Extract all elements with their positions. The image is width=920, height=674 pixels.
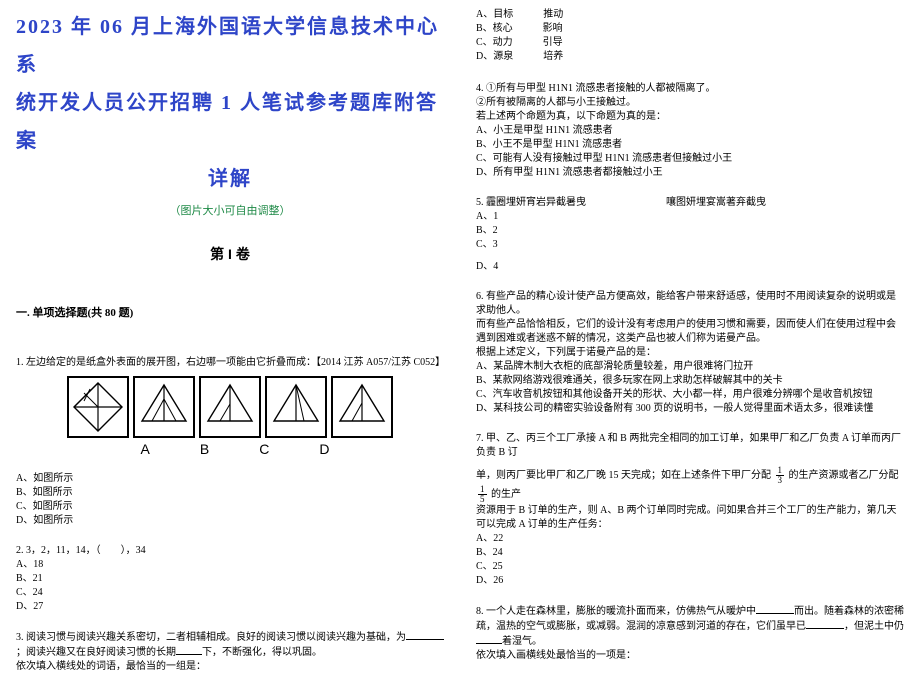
q1-opt-d: D、如图所示 <box>16 514 444 528</box>
question-5: 5. 霾圈埋妍宵岩异截暑曳 嚷图妍埋宴嵩著弃截曳 A、1 B、2 C、3 D、4 <box>476 196 904 274</box>
volume-heading: 第 I 卷 <box>16 244 444 264</box>
q2-opt-c: C、24 <box>16 586 444 600</box>
q7-opt-a: A、22 <box>476 532 904 546</box>
fraction-1-3: 13 <box>776 466 785 485</box>
q4-l3: 若上述两个命题为真，以下命题为真的是： <box>476 110 904 124</box>
blank <box>406 630 444 640</box>
question-2: 2. 3，2，11，14，（ ），34 A、18 B、21 C、24 D、27 <box>16 544 444 614</box>
q4-opt-c: C、可能有人没有接触过甲型 H1N1 流感患者但接触过小王 <box>476 152 904 166</box>
q2-opt-d: D、27 <box>16 600 444 614</box>
q1-stem: 1. 左边给定的是纸盒外表面的展开图，右边哪一项能由它折叠而成：【2014 江苏… <box>16 356 444 370</box>
right-column: A、目标 推动 B、核心 影响 C、动力 引导 D、源泉 培养 4. ①所有与甲… <box>460 0 920 651</box>
q3-opt-a: A、目标 推动 <box>476 8 904 22</box>
q5-opt-a: A、1 <box>476 210 904 224</box>
q4-opt-a: A、小王是甲型 H1N1 流感患者 <box>476 124 904 138</box>
doc-title-line2: 统开发人员公开招聘 1 人笔试参考题库附答案 <box>16 84 444 160</box>
q3-stem-b: ；阅读兴趣又在良好阅读习惯的长期 <box>16 647 176 658</box>
q1-net-figure <box>67 376 129 438</box>
question-3-options: A、目标 推动 B、核心 影响 C、动力 引导 D、源泉 培养 <box>476 8 904 64</box>
q6-l2: 而有些产品恰恰相反，它们的设计没有考虑用户的使用习惯和需要，因而使人们在使用过程… <box>476 318 904 346</box>
q8-tail: 依次填入画横线处最恰当的一项是： <box>476 649 904 663</box>
q7-p2b: 的生产资源或者乙厂分配 <box>789 470 899 481</box>
q6-l3: 根据上述定义，下列属于诺曼产品的是： <box>476 346 904 360</box>
q3-stem-a: 3. 阅读习惯与阅读兴趣关系密切，二者相辅相成。良好的阅读习惯以阅读兴趣为基础，… <box>16 632 406 643</box>
q1-option-b-figure <box>199 376 261 438</box>
q7-p3: 资源用于 B 订单的生产，则 A、B 两个订单同时完成。问如果合并三个工厂的生产… <box>476 504 904 532</box>
label-d: D <box>319 440 329 460</box>
q1-option-d-figure <box>331 376 393 438</box>
q7-opt-c: C、25 <box>476 560 904 574</box>
blank <box>176 645 202 655</box>
q1-opt-b: B、如图所示 <box>16 486 444 500</box>
blank <box>756 604 794 614</box>
question-7: 7. 甲、乙、丙三个工厂承接 A 和 B 两批完全相同的加工订单，如果甲厂和乙厂… <box>476 432 904 588</box>
blank <box>476 634 502 644</box>
q7-p2: 单，则丙厂要比甲厂和乙厂晚 15 天完成；如在上述条件下甲厂分配 13 的生产资… <box>476 466 904 504</box>
q2-opt-b: B、21 <box>16 572 444 586</box>
blank <box>806 619 844 629</box>
q5-opt-d: D、4 <box>476 260 904 274</box>
question-8: 8. 一个人走在森林里，膨胀的暖流扑面而来，仿佛热气从暖炉中而出。随着森林的浓密… <box>476 604 904 663</box>
q4-l2: ②所有被隔离的人都与小王接触过。 <box>476 96 904 110</box>
q8-a1: 8. 一个人走在森林里，膨胀的暖流扑面而来，仿佛热气从暖炉中 <box>476 606 756 617</box>
q1-opt-a: A、如图所示 <box>16 472 444 486</box>
q8-a3: ，但泥土中仍 <box>844 621 904 632</box>
q5-opt-b: B、2 <box>476 224 904 238</box>
label-c: C <box>259 440 269 460</box>
label-a: A <box>141 440 150 460</box>
q3-opt-c: C、动力 引导 <box>476 36 904 50</box>
doc-title-line3: 详解 <box>16 160 444 198</box>
q5-stem: 5. 霾圈埋妍宵岩异截暑曳 嚷图妍埋宴嵩著弃截曳 <box>476 196 904 210</box>
q7-p2c: 的生产 <box>491 489 521 500</box>
q8-a4: 着湿气。 <box>502 636 542 647</box>
question-4: 4. ①所有与甲型 H1N1 流感患者接触的人都被隔离了。 ②所有被隔离的人都与… <box>476 82 904 180</box>
fraction-1-5: 15 <box>478 485 487 504</box>
q3-opt-d: D、源泉 培养 <box>476 50 904 64</box>
section-heading: 一. 单项选择题(共 80 题) <box>16 304 444 320</box>
question-3: 3. 阅读习惯与阅读兴趣关系密切，二者相辅相成。良好的阅读习惯以阅读兴趣为基础，… <box>16 630 444 674</box>
q1-opt-c: C、如图所示 <box>16 500 444 514</box>
q1-labels: A B C D <box>26 440 444 460</box>
q7-opt-b: B、24 <box>476 546 904 560</box>
q1-option-c-figure <box>265 376 327 438</box>
question-1: 1. 左边给定的是纸盒外表面的展开图，右边哪一项能由它折叠而成：【2014 江苏… <box>16 356 444 528</box>
q6-opt-c: C、汽车收音机按钮和其他设备开关的形状、大小都一样，用户很难分辨哪个是收音机按钮 <box>476 388 904 402</box>
doc-title-line1: 2023 年 06 月上海外国语大学信息技术中心系 <box>16 8 444 84</box>
q4-opt-d: D、所有甲型 H1N1 流感患者都接触过小王 <box>476 166 904 180</box>
question-6: 6. 有些产品的精心设计使产品方便高效，能给客户带来舒适感，使用时不用阅读复杂的… <box>476 290 904 416</box>
q4-opt-b: B、小王不是甲型 H1N1 流感患者 <box>476 138 904 152</box>
q6-l1: 6. 有些产品的精心设计使产品方便高效，能给客户带来舒适感，使用时不用阅读复杂的… <box>476 290 904 318</box>
q5-opt-c: C、3 <box>476 238 904 252</box>
label-b: B <box>200 440 209 460</box>
q1-option-a-figure <box>133 376 195 438</box>
left-column: 2023 年 06 月上海外国语大学信息技术中心系 统开发人员公开招聘 1 人笔… <box>0 0 460 651</box>
q4-l1: 4. ①所有与甲型 H1N1 流感患者接触的人都被隔离了。 <box>476 82 904 96</box>
q6-opt-d: D、某科技公司的精密实验设备附有 300 页的说明书，一般人觉得里面术语太多，很… <box>476 402 904 416</box>
q7-p2a: 单，则丙厂要比甲厂和乙厂晚 15 天完成；如在上述条件下甲厂分配 <box>476 470 771 481</box>
q6-opt-b: B、某款网络游戏很难通关，很多玩家在网上求助怎样破解其中的关卡 <box>476 374 904 388</box>
q2-opt-a: A、18 <box>16 558 444 572</box>
q7-opt-d: D、26 <box>476 574 904 588</box>
q7-p1: 7. 甲、乙、丙三个工厂承接 A 和 B 两批完全相同的加工订单，如果甲厂和乙厂… <box>476 432 904 460</box>
q6-opt-a: A、某品牌木制大衣柜的底部滑轮质量较差，用户很难将门拉开 <box>476 360 904 374</box>
q2-stem: 2. 3，2，11，14，（ ），34 <box>16 544 444 558</box>
q3-stem-c: 下，不断强化，得以巩固。 <box>202 647 322 658</box>
q3-opt-b: B、核心 影响 <box>476 22 904 36</box>
doc-subtitle: （图片大小可自由调整） <box>16 202 444 218</box>
q1-figure-row <box>16 376 444 438</box>
q3-tail: 依次填入横线处的词语，最恰当的一组是： <box>16 660 444 674</box>
